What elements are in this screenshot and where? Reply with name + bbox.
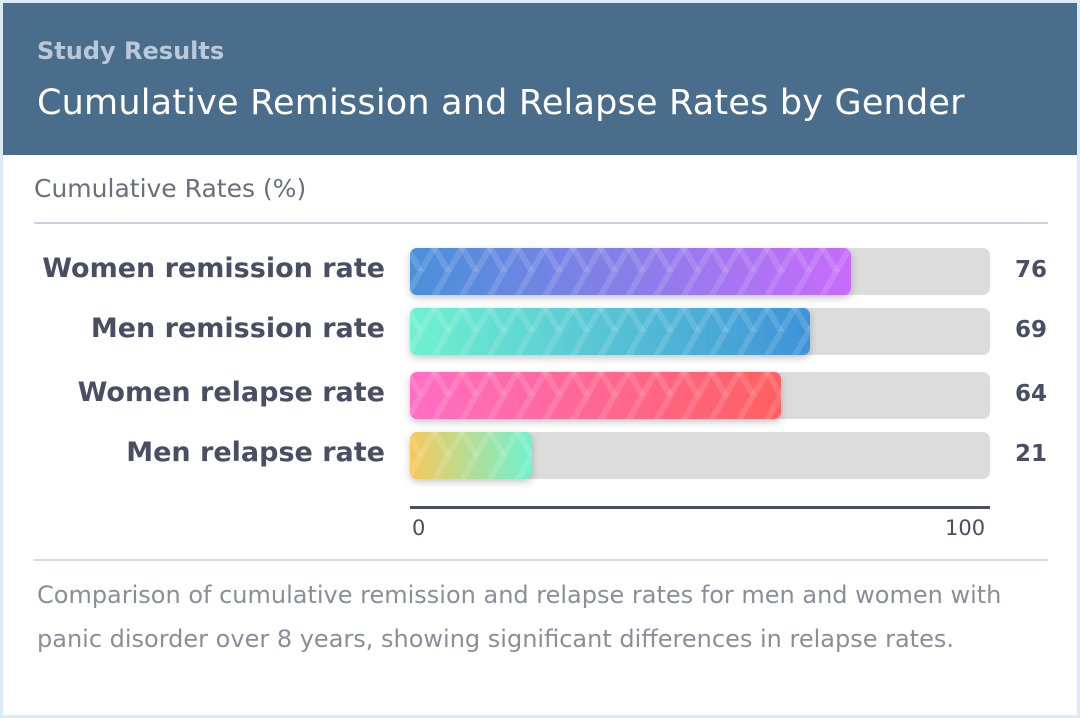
chart-title: Cumulative Remission and Relapse Rates b… <box>37 83 965 123</box>
bar-label: Women remission rate <box>42 253 385 284</box>
bar-chevron-pattern <box>410 455 532 479</box>
bar <box>410 372 781 419</box>
bar-value-label: 21 <box>1014 441 1047 467</box>
bar-chevron-pattern <box>410 248 851 272</box>
bar-label: Women relapse rate <box>77 377 385 408</box>
card-header: Study Results Cumulative Remission and R… <box>3 3 1077 155</box>
bar-label: Men remission rate <box>90 313 385 344</box>
bar-chevron-pattern <box>410 308 810 332</box>
chart-card: Study Results Cumulative Remission and R… <box>3 3 1077 715</box>
bar-chevron-pattern <box>410 372 781 396</box>
bar <box>410 248 851 295</box>
chart-subheading: Cumulative Rates (%) <box>34 174 307 203</box>
x-tick-label: 0 <box>412 516 426 540</box>
bar-chevron-pattern <box>410 432 532 456</box>
bar <box>410 308 810 355</box>
x-axis-line <box>410 506 990 509</box>
top-divider <box>34 222 1048 224</box>
bar-value-label: 69 <box>1014 317 1047 343</box>
bar-label: Men relapse rate <box>126 437 385 468</box>
eyebrow-label: Study Results <box>37 37 225 65</box>
bar <box>410 432 532 479</box>
bar-value-label: 64 <box>1014 381 1047 407</box>
bar-chevron-pattern <box>410 331 810 355</box>
x-tick-label: 100 <box>945 516 986 540</box>
bar-chevron-pattern <box>410 271 851 295</box>
bar-value-label: 76 <box>1014 257 1047 283</box>
bar-chevron-pattern <box>410 395 781 419</box>
bottom-divider <box>34 559 1048 561</box>
chart-caption: Comparison of cumulative remission and r… <box>37 581 1002 653</box>
